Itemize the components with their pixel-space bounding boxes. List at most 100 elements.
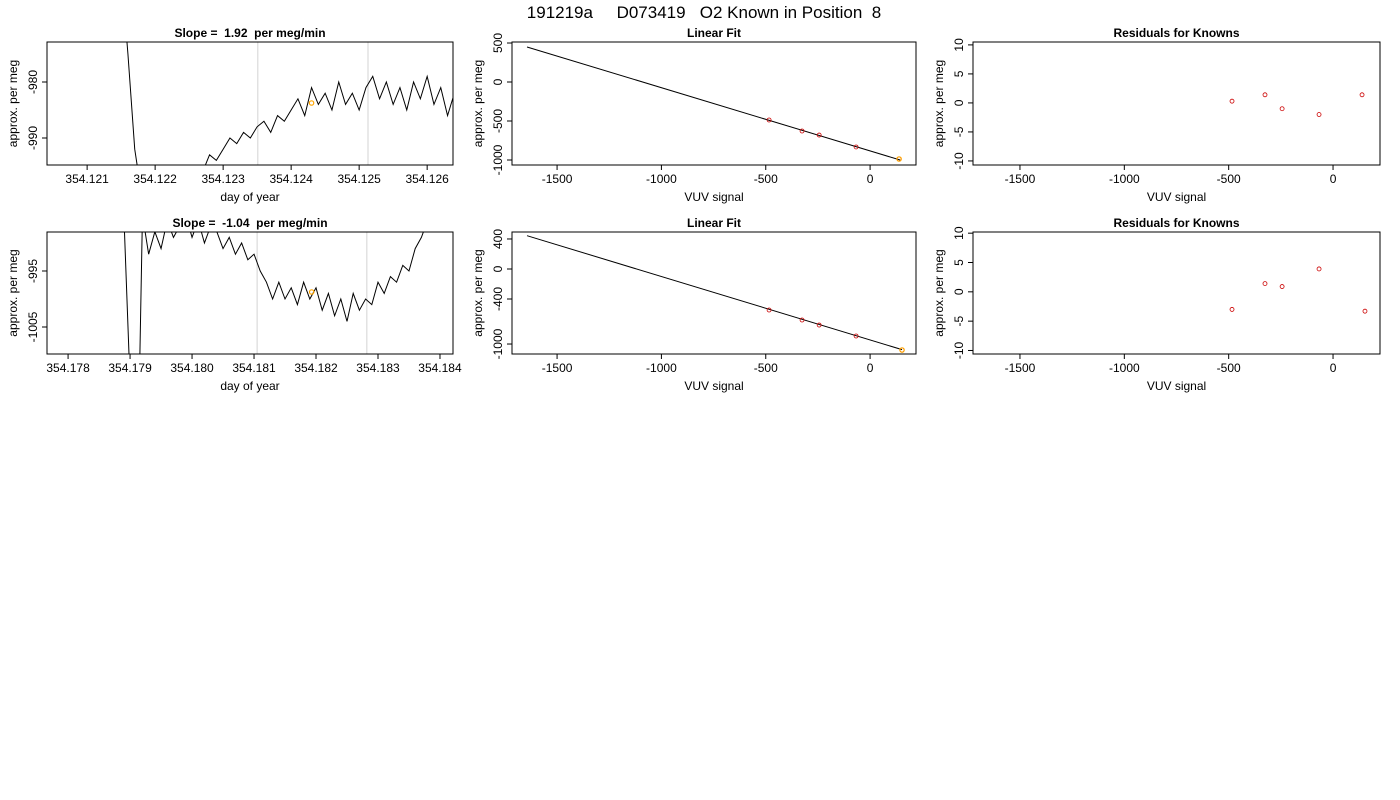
- x-tick-label: -1500: [1005, 361, 1036, 375]
- fit-line: [526, 46, 901, 161]
- x-tick-label: -1500: [542, 361, 573, 375]
- highlight-point: [896, 156, 902, 162]
- y-tick-label: 5: [952, 259, 966, 266]
- y-axis-label: approx. per meg: [471, 60, 485, 147]
- data-line: [126, 42, 453, 165]
- y-tick-label: -400: [491, 287, 505, 311]
- x-tick-label: 354.184: [418, 361, 462, 375]
- y-tick-label: 0: [952, 288, 966, 295]
- plot-frame: [511, 231, 917, 355]
- plot-frame: [972, 231, 1381, 355]
- x-tick-label: 354.182: [294, 361, 338, 375]
- chart-title: Slope = -1.04 per meg/min: [172, 216, 327, 230]
- y-tick-label: -500: [491, 109, 505, 133]
- x-tick-label: -500: [754, 361, 778, 375]
- y-tick-label: 500: [491, 33, 505, 53]
- x-tick-label: -1000: [646, 361, 677, 375]
- y-tick-label: 0: [491, 78, 505, 85]
- x-tick-label: 354.183: [356, 361, 400, 375]
- x-tick-label: -500: [1217, 172, 1241, 186]
- plot-area: [123, 232, 424, 354]
- x-tick-label: 354.178: [46, 361, 90, 375]
- y-tick-label: 10: [952, 226, 966, 240]
- x-tick-label: 354.126: [405, 172, 449, 186]
- y-tick-label: -5: [952, 315, 966, 326]
- plot-frame: [46, 231, 454, 355]
- data-point: [816, 322, 822, 328]
- data-point: [766, 307, 772, 313]
- data-point: [1359, 92, 1365, 98]
- x-axis-label: VUV signal: [1147, 379, 1206, 393]
- plot-area: [1229, 266, 1368, 314]
- x-tick-label: 0: [1330, 172, 1337, 186]
- plot-area: [526, 46, 902, 162]
- x-tick-label: -1000: [1109, 172, 1140, 186]
- x-tick-label: 354.181: [232, 361, 276, 375]
- y-tick-label: -5: [952, 126, 966, 137]
- fit-line: [526, 235, 903, 351]
- y-tick-label: -10: [952, 341, 966, 359]
- y-tick-label: -1005: [26, 311, 40, 342]
- y-tick-label: -1000: [491, 328, 505, 359]
- x-tick-label: 354.121: [65, 172, 109, 186]
- data-point: [1279, 284, 1285, 289]
- x-tick-label: -500: [754, 172, 778, 186]
- highlight-point: [899, 347, 905, 353]
- x-tick-label: 354.179: [108, 361, 152, 375]
- x-tick-label: -1000: [1109, 361, 1140, 375]
- y-tick-label: -990: [26, 126, 40, 150]
- chart-title: Linear Fit: [687, 26, 741, 40]
- x-tick-label: 0: [867, 172, 874, 186]
- x-tick-label: 354.180: [170, 361, 214, 375]
- y-tick-label: 0: [491, 265, 505, 272]
- chart-title: Slope = 1.92 per meg/min: [174, 26, 325, 40]
- chart-title: Linear Fit: [687, 216, 741, 230]
- data-point: [1279, 106, 1285, 112]
- x-axis-label: day of year: [220, 190, 279, 204]
- plot-frame: [972, 41, 1381, 166]
- plot-area: [1229, 92, 1365, 117]
- data-point: [853, 333, 859, 339]
- data-point: [1262, 92, 1268, 98]
- y-tick-label: -1000: [491, 144, 505, 175]
- x-axis-label: VUV signal: [684, 190, 743, 204]
- data-point: [1229, 307, 1235, 312]
- y-axis-label: approx. per meg: [932, 249, 946, 336]
- x-tick-label: 354.122: [133, 172, 177, 186]
- plot-area: [126, 42, 453, 165]
- data-point: [853, 144, 859, 150]
- data-point: [1229, 98, 1235, 104]
- highlight-point: [308, 100, 315, 106]
- y-axis-label: approx. per meg: [932, 60, 946, 147]
- x-tick-label: 354.123: [201, 172, 245, 186]
- x-tick-label: 0: [867, 361, 874, 375]
- chart-title: Residuals for Knowns: [1113, 26, 1239, 40]
- x-axis-label: VUV signal: [684, 379, 743, 393]
- x-tick-label: 0: [1330, 361, 1337, 375]
- data-point: [1262, 281, 1268, 287]
- data-point: [816, 132, 822, 138]
- y-tick-label: 5: [952, 70, 966, 77]
- chart-title: Residuals for Knowns: [1113, 216, 1239, 230]
- highlight-point: [308, 289, 315, 295]
- data-line: [123, 232, 424, 354]
- data-point: [799, 317, 805, 323]
- plot-area: [526, 235, 905, 353]
- y-tick-label: 10: [952, 38, 966, 52]
- plot-frame: [46, 41, 454, 166]
- y-tick-label: 400: [491, 229, 505, 249]
- y-tick-label: 0: [952, 99, 966, 106]
- x-axis-label: day of year: [220, 379, 279, 393]
- data-point: [799, 128, 805, 134]
- data-point: [766, 117, 772, 123]
- x-tick-label: 354.124: [269, 172, 313, 186]
- y-tick-label: -980: [26, 70, 40, 94]
- y-axis-label: approx. per meg: [6, 249, 20, 336]
- x-tick-label: -1500: [1005, 172, 1036, 186]
- plot-frame: [511, 41, 917, 166]
- figure-title: 191219a D073419 O2 Known in Position 8: [527, 3, 881, 22]
- data-point: [1316, 266, 1322, 272]
- x-tick-label: -1000: [646, 172, 677, 186]
- x-axis-label: VUV signal: [1147, 190, 1206, 204]
